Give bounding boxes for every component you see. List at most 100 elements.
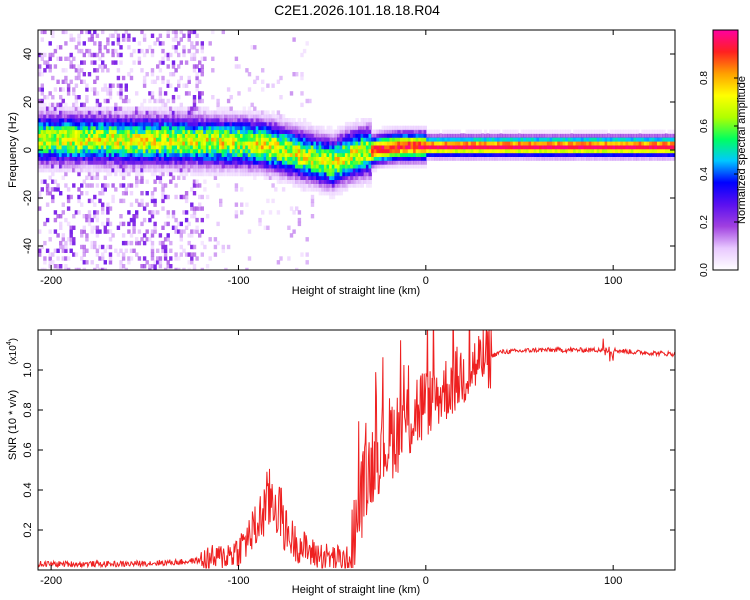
spectrogram-cell — [342, 144, 346, 150]
spectrogram-cell — [355, 121, 359, 127]
spectrogram-cell — [132, 106, 136, 111]
spectrogram-cell — [184, 156, 189, 161]
spectrogram-cell — [350, 125, 354, 131]
spectrogram-cell — [43, 68, 47, 73]
spectrogram-cell — [106, 160, 110, 165]
spectrogram-cell — [219, 141, 223, 146]
spectrogram-cell — [295, 171, 299, 177]
spectrogram-cell — [43, 221, 47, 227]
spectrogram-cell — [271, 121, 275, 127]
spectrogram-cell — [329, 133, 333, 138]
spectrogram-cell — [313, 171, 317, 177]
spectrogram-cell — [237, 156, 241, 161]
spectrogram-cell — [171, 148, 176, 154]
spectrogram-cell — [352, 179, 357, 184]
spectrogram-cell — [609, 133, 614, 138]
spectrogram-cell — [279, 125, 283, 131]
spectrogram-cell — [190, 148, 194, 154]
spectrogram-cell — [200, 114, 204, 119]
spectrogram-cell — [344, 183, 349, 188]
spectrogram-cell — [82, 137, 86, 142]
spectrogram-cell — [43, 133, 47, 138]
spectrogram-cell — [145, 156, 149, 161]
spectrogram-cell — [101, 133, 105, 138]
spectrogram-cell — [103, 83, 107, 88]
spectrogram-cell — [449, 144, 454, 150]
spectrogram-cell — [444, 152, 448, 157]
spectrogram-cell — [452, 156, 456, 161]
spectrogram-cell — [234, 125, 239, 131]
spectrogram-cell — [179, 233, 183, 238]
spectrogram-cell — [449, 156, 454, 161]
spectrogram-cell — [297, 118, 302, 123]
spectrogram-cell — [279, 75, 283, 81]
spectrogram-cell — [394, 160, 399, 165]
spectrogram-cell — [192, 129, 197, 134]
spectrogram-cell — [316, 148, 320, 154]
spectrogram-cell — [234, 210, 239, 215]
spectrogram-cell — [72, 152, 76, 157]
spectrogram-cell — [116, 148, 121, 154]
spectrogram-cell — [386, 160, 391, 165]
spectrogram-cell — [208, 137, 212, 142]
spectrogram-cell — [329, 160, 333, 165]
spectrogram-cell — [200, 45, 204, 50]
spectrogram-cell — [557, 137, 561, 142]
spectrogram-cell — [163, 252, 168, 257]
spectrogram-cell — [171, 114, 176, 119]
spectrogram-cell — [80, 164, 84, 169]
spectrogram-cell — [116, 129, 121, 134]
spectrogram-cell — [150, 160, 155, 165]
spectrogram-cell — [533, 144, 538, 150]
spectrogram-cell — [381, 141, 385, 146]
spectrogram-cell — [300, 75, 304, 81]
spectrogram-cell — [184, 121, 189, 127]
spectrogram-cell — [43, 260, 47, 265]
spectrogram-cell — [90, 198, 94, 204]
spectrogram-cell — [578, 129, 582, 134]
spectrogram-cell — [420, 156, 425, 161]
spectrogram-cell — [268, 114, 273, 119]
spectrogram-cell — [578, 133, 582, 138]
spectrogram-cell — [182, 110, 186, 115]
spectrogram-cell — [363, 164, 367, 169]
spectrogram-cell — [174, 156, 178, 161]
spectrogram-cell — [174, 121, 178, 127]
spectrogram-cell — [140, 264, 144, 269]
spectrogram-cell — [441, 152, 446, 157]
spectrogram-cell — [410, 129, 414, 134]
spectrogram-cell — [150, 118, 155, 123]
spectrogram-cell — [132, 129, 136, 134]
spectrogram-cell — [69, 125, 73, 131]
spectrogram-cell — [103, 144, 107, 150]
spectrogram-cell — [224, 133, 228, 138]
spectrogram-cell — [174, 48, 178, 54]
spectrogram-cell — [363, 129, 367, 134]
spectrogram-cell — [90, 137, 94, 142]
spectrogram-cell — [148, 45, 152, 50]
spectrogram-cell — [565, 133, 569, 138]
spectrogram-cell — [124, 129, 128, 134]
spectrogram-cell — [523, 137, 527, 142]
spectrogram-cell — [106, 148, 110, 154]
spectrogram-cell — [308, 121, 312, 127]
spectrogram-cell — [664, 141, 669, 146]
spectrogram-cell — [224, 118, 228, 123]
spectrogram-cell — [85, 141, 89, 146]
spectrogram-cell — [295, 160, 299, 165]
spectrogram-cell — [255, 129, 260, 134]
spectrogram-cell — [305, 137, 309, 142]
spectrogram-cell — [350, 179, 354, 184]
spectrogram-cell — [234, 160, 239, 165]
spectrogram-cell — [292, 137, 296, 142]
spectrogram-cell — [190, 260, 194, 265]
spectrogram-cell — [234, 144, 239, 150]
spectrogram-cell — [368, 164, 372, 169]
spectrogram-cell — [166, 33, 170, 38]
spectrogram-cell — [53, 148, 58, 154]
spectrogram-cell — [300, 187, 304, 192]
spectrogram-cell — [481, 141, 485, 146]
spectrogram-cell — [510, 148, 514, 154]
spectrogram-cell — [253, 121, 257, 127]
spectrogram-cell — [636, 152, 640, 157]
